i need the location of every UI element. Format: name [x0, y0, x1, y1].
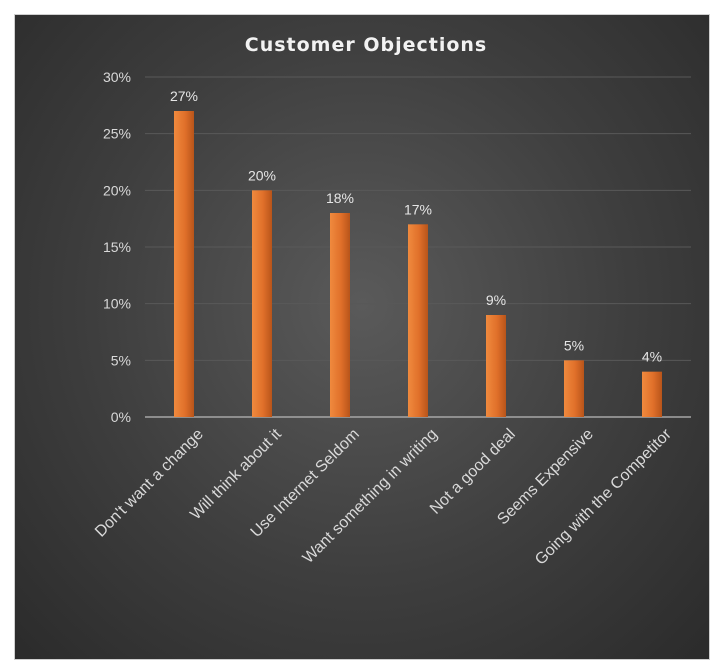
y-tick-label: 5% [111, 352, 131, 368]
data-label: 4% [642, 349, 662, 365]
y-tick-label: 10% [103, 296, 131, 312]
data-label: 20% [248, 167, 276, 183]
data-label: 27% [170, 88, 198, 104]
data-label: 17% [404, 201, 432, 217]
bar [486, 315, 506, 417]
chart-area: Customer Objections 0% 5% 10% 15% 20% 25% 30% … [14, 14, 710, 660]
bar [564, 360, 584, 417]
bar [642, 371, 662, 417]
bar [408, 224, 428, 417]
category-label: Going with the Competitor [532, 425, 675, 568]
y-tick-label: 30% [103, 69, 131, 85]
category-label: Not a good deal [427, 426, 519, 518]
data-label: 5% [564, 337, 584, 353]
category-label: Want something in writing [300, 426, 441, 567]
y-tick-label: 15% [103, 239, 131, 255]
data-label: 18% [326, 190, 354, 206]
y-tick-label: 0% [111, 409, 131, 425]
bar [174, 111, 194, 417]
y-tick-label: 20% [103, 182, 131, 198]
chart-title: Customer Objections [245, 34, 487, 56]
bar-chart: Customer Objections 0%5%10%15%20%25%30% … [92, 34, 691, 569]
bar [252, 190, 272, 417]
data-label: 9% [486, 292, 506, 308]
bars [174, 111, 662, 417]
data-labels: 27% 20% 18% 17% 9% 5% 4% [170, 88, 662, 365]
y-tick-label: 25% [103, 126, 131, 142]
category-label: Don't want a change [92, 426, 207, 541]
bar [330, 213, 350, 417]
